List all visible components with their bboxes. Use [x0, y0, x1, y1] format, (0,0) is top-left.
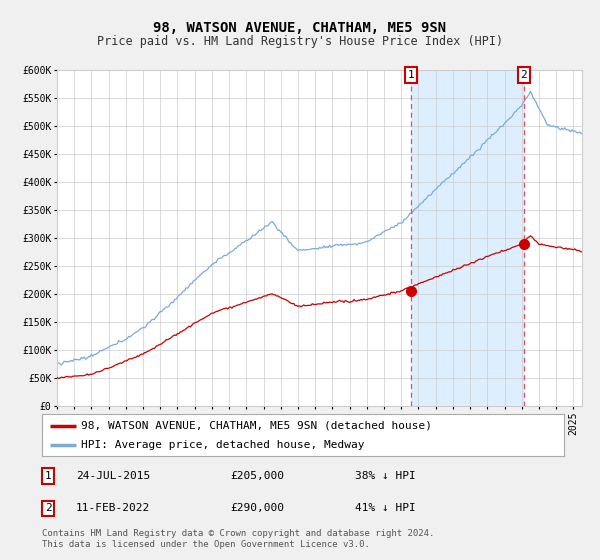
Text: 2: 2 — [45, 503, 52, 514]
Text: 1: 1 — [407, 70, 414, 80]
Text: Price paid vs. HM Land Registry's House Price Index (HPI): Price paid vs. HM Land Registry's House … — [97, 35, 503, 48]
Text: 24-JUL-2015: 24-JUL-2015 — [76, 471, 150, 481]
Text: 38% ↓ HPI: 38% ↓ HPI — [355, 471, 416, 481]
Text: 41% ↓ HPI: 41% ↓ HPI — [355, 503, 416, 514]
Text: HPI: Average price, detached house, Medway: HPI: Average price, detached house, Medw… — [81, 440, 365, 450]
Text: £205,000: £205,000 — [230, 471, 284, 481]
Text: 98, WATSON AVENUE, CHATHAM, ME5 9SN: 98, WATSON AVENUE, CHATHAM, ME5 9SN — [154, 21, 446, 35]
Text: 98, WATSON AVENUE, CHATHAM, ME5 9SN (detached house): 98, WATSON AVENUE, CHATHAM, ME5 9SN (det… — [81, 421, 432, 431]
Text: Contains HM Land Registry data © Crown copyright and database right 2024.
This d: Contains HM Land Registry data © Crown c… — [42, 529, 434, 549]
Bar — [411, 70, 524, 406]
Text: 11-FEB-2022: 11-FEB-2022 — [76, 503, 150, 514]
Text: £290,000: £290,000 — [230, 503, 284, 514]
Text: 2: 2 — [520, 70, 527, 80]
Text: 1: 1 — [45, 471, 52, 481]
